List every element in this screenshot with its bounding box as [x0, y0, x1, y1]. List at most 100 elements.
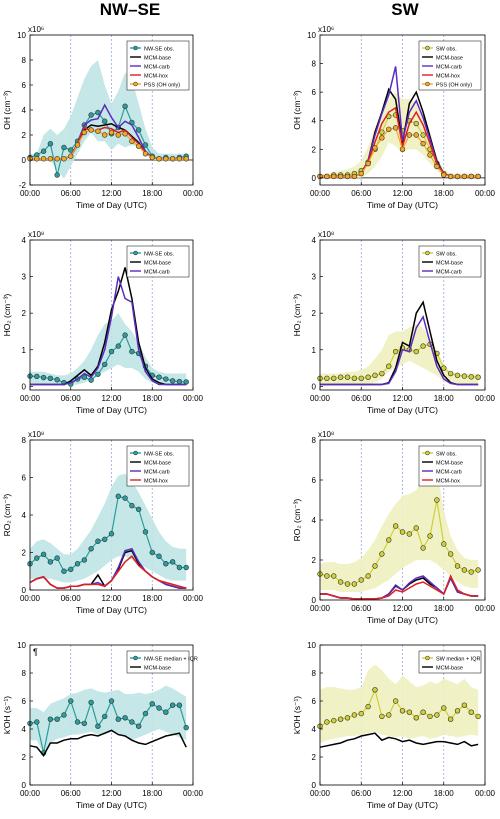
- data-point: [34, 719, 40, 725]
- data-point: [324, 173, 330, 180]
- y-axis-label: RO₂ (cm⁻³): [2, 493, 12, 536]
- data-point: [372, 372, 378, 379]
- legend-label: MCM-base: [144, 261, 171, 267]
- x-tick-label: 00:00: [475, 189, 496, 198]
- y-axis-label: OH (cm⁻³): [292, 90, 302, 130]
- iqr-band: [30, 473, 187, 583]
- data-point: [344, 581, 351, 587]
- data-point: [95, 538, 101, 544]
- data-point: [447, 173, 454, 180]
- y-tick-label: 8: [22, 56, 27, 65]
- data-point: [351, 375, 358, 381]
- x-tick-label: 00:00: [20, 789, 41, 798]
- data-point: [331, 717, 337, 724]
- data-point: [358, 375, 364, 381]
- data-point: [358, 710, 364, 717]
- x-tick-label: 18:00: [142, 189, 163, 198]
- data-point: [163, 709, 169, 715]
- data-point: [74, 561, 81, 567]
- x-tick-label: 06:00: [61, 189, 82, 198]
- data-point: [379, 135, 385, 141]
- data-point: [34, 373, 40, 380]
- data-point: [108, 698, 115, 704]
- data-point: [379, 129, 385, 135]
- data-point: [68, 153, 74, 159]
- y-tick-label: 4: [312, 117, 317, 126]
- data-point: [365, 374, 371, 380]
- x-axis-label: Time of Day (UTC): [76, 800, 147, 810]
- data-point: [372, 687, 378, 693]
- data-point: [434, 163, 440, 170]
- data-point: [475, 713, 481, 720]
- x-tick-label: 00:00: [183, 594, 204, 603]
- data-point: [34, 156, 40, 162]
- data-point: [468, 374, 474, 380]
- data-point: [441, 541, 447, 547]
- data-point: [392, 698, 399, 704]
- chart-ro2-nwse: 0 2 4 6 8 00:00 06:00 12:00 18:00 00:00 Time of Da…: [2, 430, 204, 615]
- data-point: [379, 713, 385, 720]
- legend-marker: [425, 45, 430, 51]
- data-point: [420, 140, 426, 147]
- y-tick-label: 4: [312, 236, 317, 245]
- data-point: [392, 125, 399, 131]
- data-point: [156, 553, 162, 559]
- x-tick-label: 12:00: [392, 394, 413, 403]
- x-tick-label: 00:00: [310, 604, 331, 613]
- data-point: [344, 173, 351, 180]
- legend-label: MCM-base: [436, 461, 463, 467]
- legend-marker: [133, 45, 138, 51]
- data-point: [399, 146, 406, 152]
- data-point: [135, 127, 142, 133]
- data-point: [413, 525, 419, 531]
- data-point: [337, 173, 344, 180]
- data-point: [88, 699, 94, 706]
- data-point: [74, 142, 81, 148]
- data-point: [420, 545, 426, 551]
- data-point: [81, 557, 88, 563]
- column-title-sw: SW: [391, 0, 419, 19]
- legend-label: MCM-carb: [144, 470, 170, 476]
- x-tick-label: 06:00: [351, 604, 372, 613]
- x-tick-label: 00:00: [183, 189, 204, 198]
- y-tick-label: 10: [17, 31, 26, 40]
- legend-marker: [425, 450, 430, 456]
- iqr-band: [320, 664, 479, 743]
- data-point: [135, 723, 142, 729]
- legend-label: NW-SE obs.: [144, 252, 175, 258]
- data-point: [358, 170, 364, 177]
- x-tick-label: 00:00: [310, 789, 331, 798]
- data-point: [454, 173, 461, 180]
- data-point: [324, 573, 330, 579]
- y-tick-label: 2: [22, 131, 27, 140]
- data-point: [68, 147, 74, 153]
- data-point: [88, 377, 94, 383]
- data-point: [135, 143, 142, 149]
- data-point: [324, 375, 330, 381]
- series-line-mcm-carb: [320, 314, 479, 386]
- data-point: [434, 497, 440, 503]
- data-point: [427, 152, 433, 158]
- y-tick-label: 0: [22, 586, 27, 595]
- legend-marker: [133, 250, 138, 256]
- data-point: [47, 559, 54, 565]
- data-point: [129, 348, 135, 355]
- data-point: [61, 156, 67, 162]
- y-tick-label: 10: [307, 641, 316, 650]
- data-point: [399, 529, 406, 535]
- data-point: [454, 563, 461, 569]
- legend-box: [126, 650, 190, 674]
- data-point: [122, 715, 128, 721]
- y-axis-label: k'OH (s⁻¹): [292, 696, 302, 734]
- y-tick-label: 4: [312, 725, 317, 734]
- chart-koh-sw: 0 2 4 6 8 10 00:00 06:00 12:00 18:00 00:00 Time of …: [292, 641, 496, 810]
- y-tick-label: 2: [312, 556, 317, 565]
- y-tick-label: 4: [22, 511, 27, 520]
- iqr-band: [30, 685, 187, 755]
- x-tick-label: 00:00: [183, 789, 204, 798]
- data-point: [176, 156, 183, 162]
- data-point: [54, 555, 60, 561]
- x-tick-label: 12:00: [101, 594, 122, 603]
- data-point: [129, 138, 135, 144]
- y-tick-label: 8: [22, 436, 27, 445]
